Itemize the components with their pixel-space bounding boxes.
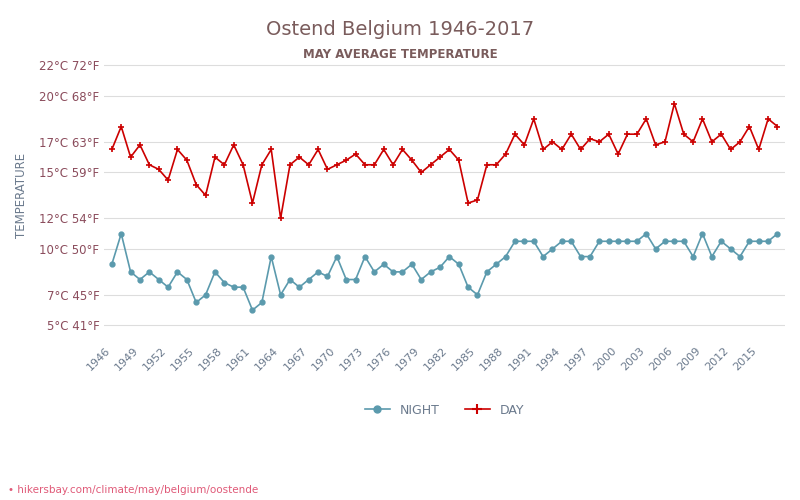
Text: • hikersbay.com/climate/may/belgium/oostende: • hikersbay.com/climate/may/belgium/oost…	[8, 485, 258, 495]
Y-axis label: TEMPERATURE: TEMPERATURE	[15, 153, 28, 238]
Legend: NIGHT, DAY: NIGHT, DAY	[360, 398, 530, 421]
Text: MAY AVERAGE TEMPERATURE: MAY AVERAGE TEMPERATURE	[302, 48, 498, 60]
Text: Ostend Belgium 1946-2017: Ostend Belgium 1946-2017	[266, 20, 534, 39]
